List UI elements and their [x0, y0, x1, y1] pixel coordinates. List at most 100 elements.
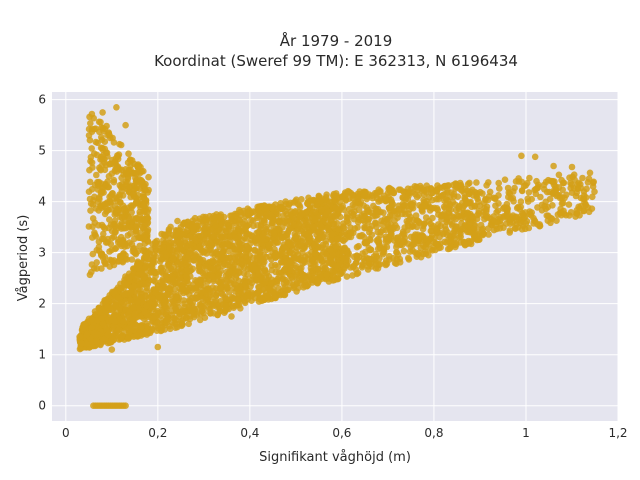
scatter-point: [290, 254, 297, 261]
scatter-point: [248, 216, 255, 224]
scatter-point: [88, 110, 96, 118]
scatter-point: [214, 278, 222, 285]
scatter-point: [420, 187, 428, 194]
scatter-point: [127, 156, 134, 164]
scatter-point: [411, 236, 419, 244]
scatter-point: [382, 226, 390, 234]
scatter-point: [80, 321, 88, 328]
scatter-point: [157, 244, 165, 252]
scatter-point: [377, 231, 384, 239]
scatter-point: [503, 211, 510, 219]
scatter-point: [185, 320, 192, 328]
scatter-point: [134, 298, 141, 306]
scatter-point: [320, 248, 327, 256]
x-axis-label: Signifikant våghöjd (m): [259, 450, 411, 465]
scatter-point: [243, 235, 250, 242]
scatter-point: [128, 240, 136, 248]
scatter-point: [328, 260, 336, 267]
scatter-point: [331, 212, 339, 220]
scatter-point: [142, 186, 149, 194]
scatter-point: [492, 202, 499, 209]
scatter-point: [212, 222, 219, 229]
scatter-point: [193, 311, 201, 319]
scatter-point: [400, 247, 408, 255]
scatter-point: [98, 162, 105, 170]
scatter-point: [496, 185, 503, 192]
scatter-point: [354, 269, 362, 277]
scatter-point: [420, 222, 427, 230]
scatter-point: [99, 156, 106, 163]
scatter-point: [108, 190, 116, 197]
scatter-point: [207, 288, 214, 296]
scatter-point: [433, 195, 440, 203]
scatter-point: [232, 274, 240, 282]
scatter-point: [86, 195, 94, 203]
scatter-point: [130, 215, 137, 222]
scatter-point: [125, 150, 132, 157]
scatter-point: [108, 346, 116, 353]
scatter-point: [87, 153, 95, 161]
scatter-point: [386, 212, 394, 219]
scatter-point: [395, 205, 403, 213]
y-tick-label: 1: [38, 348, 46, 362]
scatter-point: [492, 194, 499, 202]
scatter-point: [214, 311, 221, 319]
scatter-point: [573, 206, 581, 214]
scatter-point: [120, 300, 128, 307]
scatter-point: [553, 217, 560, 224]
scatter-point: [405, 256, 413, 263]
scatter-point: [216, 212, 223, 220]
scatter-point: [441, 197, 448, 204]
scatter-point: [204, 278, 212, 286]
scatter-point: [140, 207, 147, 215]
scatter-point: [251, 247, 258, 254]
scatter-point: [149, 258, 157, 266]
scatter-point: [217, 285, 224, 293]
scatter-point: [144, 215, 152, 222]
scatter-point: [116, 140, 123, 148]
scatter-point: [575, 179, 582, 187]
scatter-point: [268, 262, 275, 269]
scatter-point: [399, 230, 407, 238]
scatter-point: [253, 289, 261, 296]
scatter-point: [128, 256, 136, 263]
scatter-point: [215, 272, 222, 279]
scatter-point: [113, 205, 121, 213]
scatter-point: [187, 273, 194, 280]
scatter-point: [520, 182, 528, 190]
scatter-point: [522, 220, 530, 227]
scatter-point: [133, 223, 141, 230]
scatter-point: [213, 238, 221, 245]
scatter-point: [433, 205, 441, 212]
scatter-point: [209, 273, 217, 281]
scatter-point: [173, 293, 180, 301]
scatter-point: [317, 197, 324, 205]
scatter-point: [228, 313, 235, 320]
scatter-point: [131, 310, 139, 318]
scatter-point: [416, 202, 423, 209]
y-tick-label: 3: [38, 246, 46, 260]
scatter-point: [99, 320, 107, 327]
scatter-point: [272, 254, 279, 261]
scatter-point: [475, 207, 483, 215]
scatter-point: [86, 178, 94, 186]
scatter-point: [378, 221, 386, 228]
scatter-point: [485, 225, 492, 232]
scatter-point: [288, 273, 295, 281]
scatter-point: [121, 205, 129, 212]
scatter-point: [297, 242, 305, 250]
scatter-point: [445, 182, 453, 189]
scatter-point: [360, 192, 368, 199]
scatter-point: [140, 193, 148, 201]
scatter-point: [141, 308, 148, 316]
scatter-point: [226, 241, 233, 248]
scatter-point: [102, 297, 109, 305]
scatter-point: [136, 179, 143, 186]
scatter-point: [151, 269, 159, 277]
scatter-point: [196, 256, 203, 263]
scatter-point: [139, 247, 147, 254]
scatter-point: [306, 234, 314, 241]
scatter-point: [317, 223, 325, 230]
scatter-point: [584, 179, 592, 186]
